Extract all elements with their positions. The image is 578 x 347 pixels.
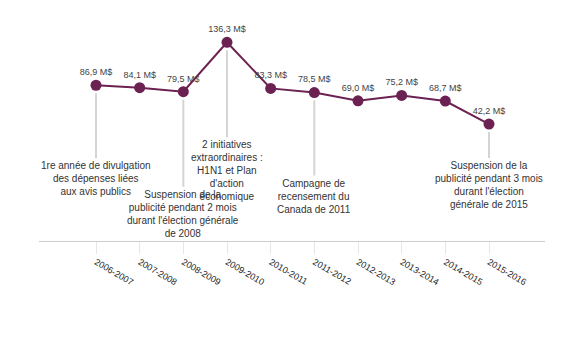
svg-text:Suspension de lapublicité pend: Suspension de lapublicité pendant 3 mois… xyxy=(435,160,543,210)
svg-text:2010-2011: 2010-2011 xyxy=(267,257,309,287)
svg-text:84,1 M$: 84,1 M$ xyxy=(123,70,156,80)
svg-text:2011-2012: 2011-2012 xyxy=(311,257,353,287)
svg-text:79,5 M$: 79,5 M$ xyxy=(167,74,200,84)
svg-text:69,0 M$: 69,0 M$ xyxy=(342,83,375,93)
svg-text:2 initiativesextraordinaires :: 2 initiativesextraordinaires :H1N1 et Pl… xyxy=(191,139,263,202)
svg-text:2008-2009: 2008-2009 xyxy=(180,257,222,287)
svg-text:Suspension de lapublicité pend: Suspension de lapublicité pendant 2 mois… xyxy=(127,189,239,239)
svg-text:2015-2016: 2015-2016 xyxy=(486,257,528,287)
svg-text:2012-2013: 2012-2013 xyxy=(355,257,397,287)
svg-text:83,3 M$: 83,3 M$ xyxy=(254,70,287,80)
svg-text:42,2 M$: 42,2 M$ xyxy=(473,106,506,116)
svg-text:136,3 M$: 136,3 M$ xyxy=(208,24,246,34)
svg-text:86,9 M$: 86,9 M$ xyxy=(80,67,113,77)
svg-text:2006-2007: 2006-2007 xyxy=(93,257,135,287)
svg-text:1re année de divulgationdes dé: 1re année de divulgationdes dépenses lié… xyxy=(41,160,151,197)
svg-text:2014-2015: 2014-2015 xyxy=(442,257,484,287)
svg-text:78,5 M$: 78,5 M$ xyxy=(298,74,331,84)
svg-text:75,2 M$: 75,2 M$ xyxy=(385,77,418,87)
svg-text:Campagne derecensement duCanad: Campagne derecensement duCanada de 2011 xyxy=(277,178,351,215)
svg-text:2013-2014: 2013-2014 xyxy=(398,257,440,287)
svg-text:68,7 M$: 68,7 M$ xyxy=(429,83,462,93)
svg-text:2007-2008: 2007-2008 xyxy=(136,257,178,287)
svg-text:2009-2010: 2009-2010 xyxy=(224,257,266,287)
